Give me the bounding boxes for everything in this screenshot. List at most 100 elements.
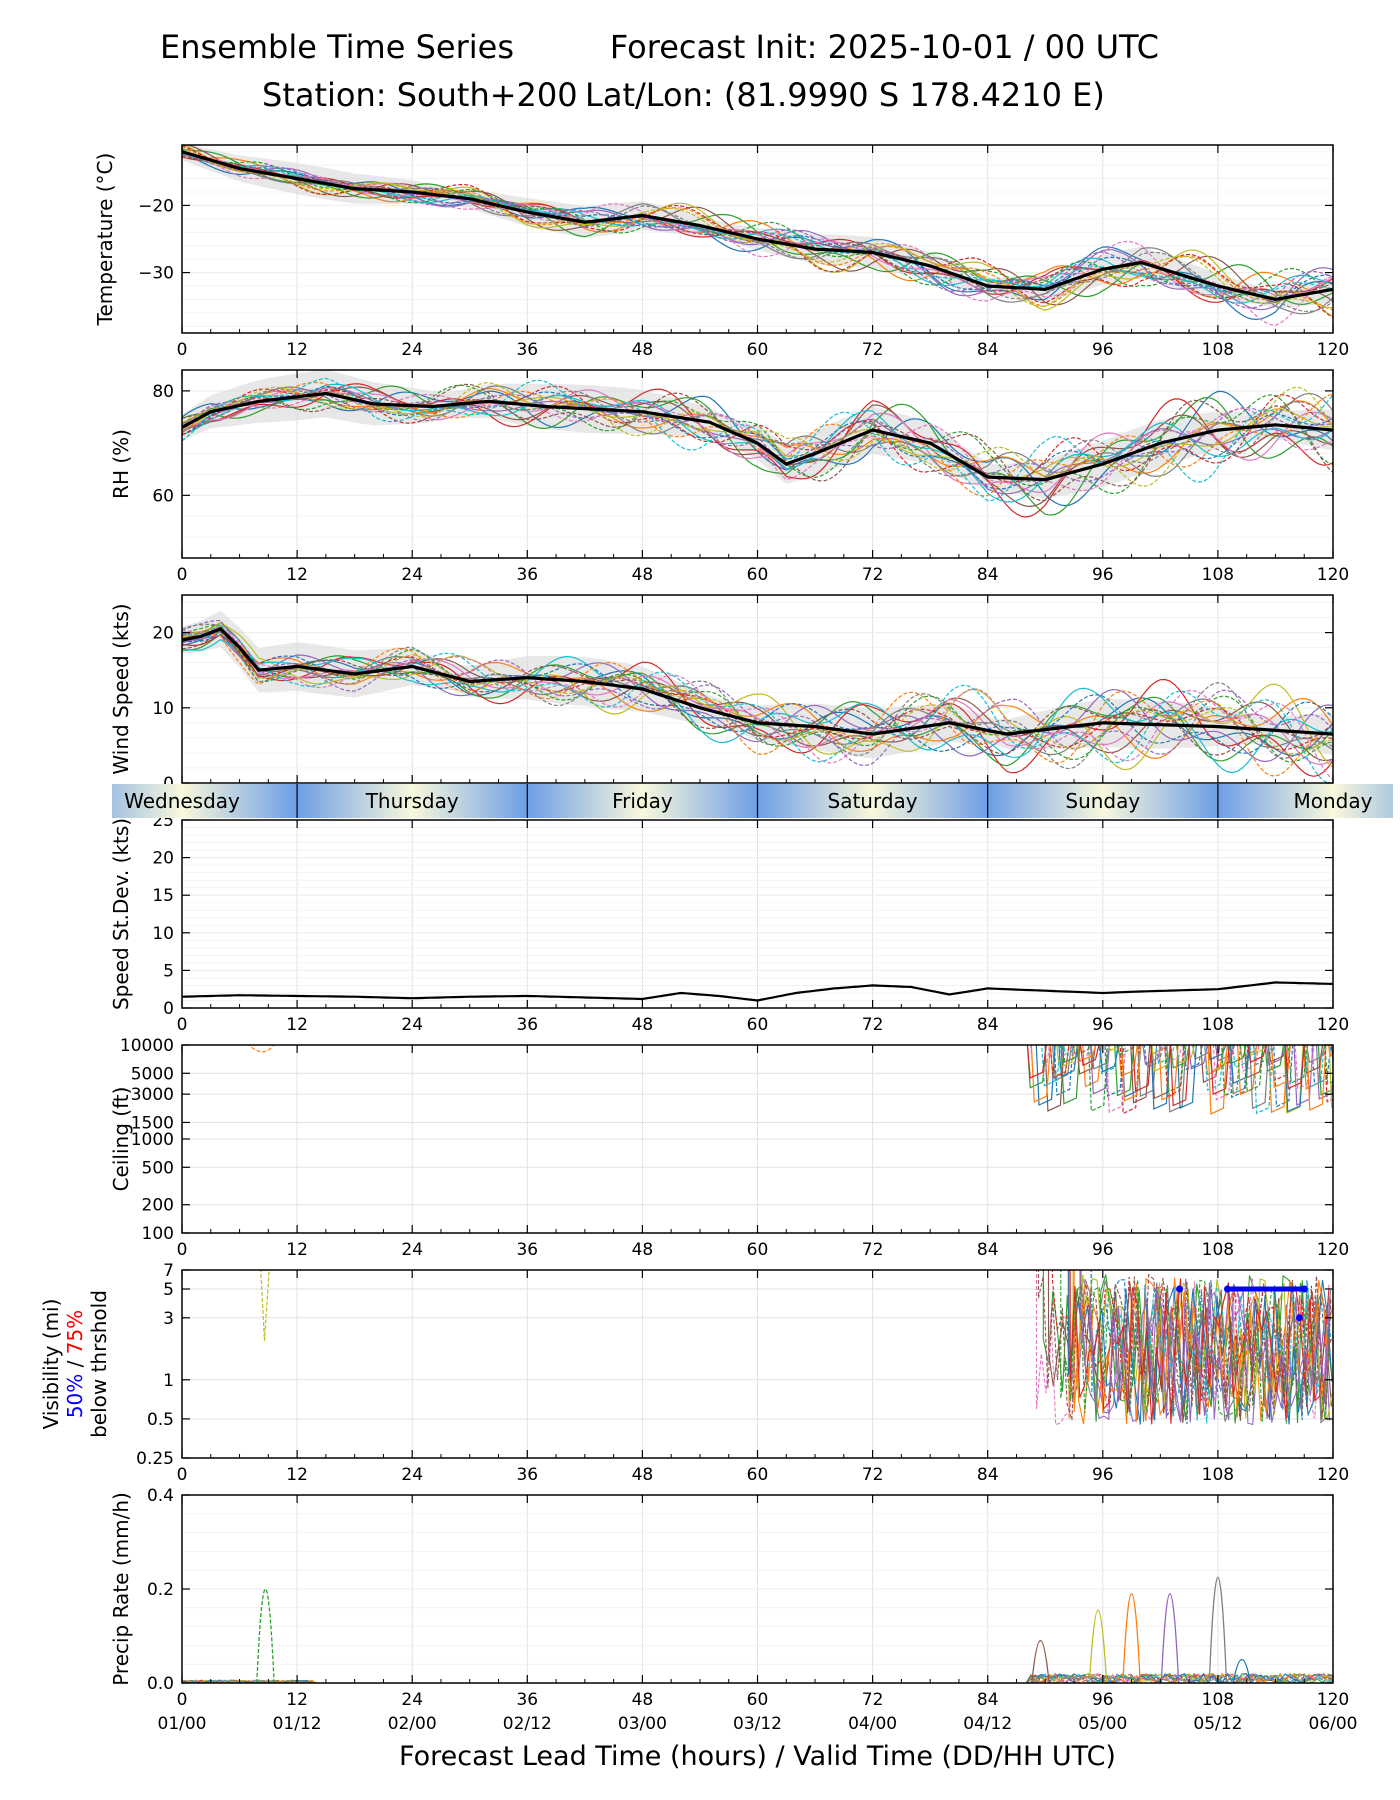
ceiling-x-tick-label: 0 <box>177 1240 188 1260</box>
ceiling-plot-area <box>248 1045 1333 1115</box>
temperature-x-tick-label: 72 <box>862 340 884 360</box>
precip-y-tick-label: 0.2 <box>147 1580 174 1600</box>
precip-peak <box>1031 1640 1050 1683</box>
wind_speed-member-line <box>182 626 1333 781</box>
speed_stdev-x-tick-label: 108 <box>1202 1015 1234 1035</box>
ceiling-x-tick-label: 60 <box>747 1240 769 1260</box>
precip-x-tick-label: 24 <box>401 1690 423 1710</box>
wind_speed-ylabel: Wind Speed (kts) <box>109 603 133 774</box>
ceiling-x-tick-label: 12 <box>286 1240 308 1260</box>
precip-member-line <box>182 1673 1333 1683</box>
station-label: Station: South+200 <box>262 76 578 114</box>
ceiling-x-tick-label: 36 <box>516 1240 538 1260</box>
day-label-sunday: Sunday <box>1065 789 1140 813</box>
temperature-x-tick-label: 12 <box>286 340 308 360</box>
visibility-x-tick-label: 84 <box>977 1465 999 1485</box>
speed_stdev-y-tick-label: 0 <box>163 999 174 1019</box>
visibility-member-line <box>1069 1270 1330 1425</box>
speed_stdev-x-tick-label: 36 <box>516 1015 538 1035</box>
rh-member-line <box>182 383 1333 501</box>
rh-member-line <box>182 381 1333 497</box>
valid-time-label: 02/12 <box>503 1714 552 1734</box>
vis-50-threshold-point <box>1223 1285 1231 1293</box>
visibility-y-tick-label: 1 <box>163 1371 174 1391</box>
temperature-member-line <box>182 145 1333 311</box>
valid-time-label: 01/12 <box>273 1714 322 1734</box>
visibility-threshold-legend: 50% / 75% <box>63 1310 87 1418</box>
temperature-x-tick-label: 60 <box>747 340 769 360</box>
rh-x-tick-label: 48 <box>632 565 654 585</box>
ceiling-panel: 0 12 24 36 48 60 72 84 96 108 120 100 200 500 10001500… <box>109 1036 1349 1260</box>
precip-x-tick-label: 108 <box>1202 1690 1234 1710</box>
x-axis-title: Forecast Lead Time (hours) / Valid Time … <box>399 1741 1116 1772</box>
ceiling-y-tick-label: 500 <box>142 1158 174 1178</box>
temperature-x-tick-label: 36 <box>516 340 538 360</box>
day-band-mask-right <box>1393 784 1400 818</box>
day-label-wednesday: Wednesday <box>124 789 240 813</box>
precip-member-line <box>182 1672 1333 1683</box>
temperature-member-line <box>182 152 1333 315</box>
ceiling-member-line <box>1060 1045 1333 1106</box>
visibility-x-tick-label: 108 <box>1202 1465 1234 1485</box>
ceiling-y-tick-label: 1000 <box>131 1130 174 1150</box>
temperature-x-tick-label: 108 <box>1202 340 1234 360</box>
rh-x-tick-label: 96 <box>1092 565 1114 585</box>
ceiling-y-tick-label: 3000 <box>131 1085 174 1105</box>
ceiling-x-tick-label: 120 <box>1317 1240 1349 1260</box>
precip-peak <box>1160 1593 1180 1683</box>
speed_stdev-x-tick-label: 84 <box>977 1015 999 1035</box>
speed_stdev-x-tick-label: 0 <box>177 1015 188 1035</box>
speed_stdev-y-tick-label: 20 <box>152 849 174 869</box>
temperature-panel: 0 12 24 36 48 60 72 84 96 108 120 −20 −30 Temperature… <box>93 144 1349 360</box>
speed_stdev-y-tick-label: 10 <box>152 924 174 944</box>
speed_stdev-x-tick-label: 72 <box>862 1015 884 1035</box>
precip-member-line <box>182 1672 1333 1683</box>
ceiling-member-line <box>1049 1045 1333 1115</box>
valid-time-label: 02/00 <box>388 1714 437 1734</box>
valid-time-label: 05/12 <box>1193 1714 1242 1734</box>
precip-y-tick-label: 0.0 <box>147 1674 174 1694</box>
ceiling-ylabel: Ceiling (ft) <box>109 1087 133 1192</box>
rh-member-line <box>182 386 1333 508</box>
temperature-ylabel: Temperature (°C) <box>93 153 117 327</box>
day-band-segment <box>757 784 988 818</box>
ceiling-member-line <box>1030 1045 1333 1114</box>
visibility-x-tick-label: 0 <box>177 1465 188 1485</box>
precip-x-tick-label: 96 <box>1092 1690 1114 1710</box>
precip-x-tick-label: 36 <box>516 1690 538 1710</box>
valid-time-label: 03/12 <box>733 1714 782 1734</box>
precip-x-tick-label: 72 <box>862 1690 884 1710</box>
day-band: Wednesday Thursday Friday Saturday Sunday Mon… <box>0 784 1400 818</box>
precip-x-tick-label: 60 <box>747 1690 769 1710</box>
visibility-x-tick-label: 12 <box>286 1465 308 1485</box>
rh-x-tick-label: 120 <box>1317 565 1349 585</box>
vis-75-label: 75% <box>63 1310 87 1354</box>
rh-x-tick-label: 72 <box>862 565 884 585</box>
temperature-x-tick-label: 48 <box>632 340 654 360</box>
rh-plot-area <box>182 370 1333 518</box>
precip-peak <box>1208 1576 1228 1683</box>
precip-member-line <box>182 1673 1333 1683</box>
vis-50-threshold-point <box>1295 1314 1303 1322</box>
speed_stdev-x-tick-label: 24 <box>401 1015 423 1035</box>
wind_speed-mean-line <box>182 626 1333 736</box>
day-label-thursday: Thursday <box>365 789 459 813</box>
precip-x-tick-label: 84 <box>977 1690 999 1710</box>
latlon-label: Lat/Lon: (81.9990 S 178.4210 E) <box>585 76 1105 114</box>
visibility-x-tick-label: 120 <box>1317 1465 1349 1485</box>
temperature-x-tick-label: 24 <box>401 340 423 360</box>
title-right: Forecast Init: 2025-10-01 / 00 UTC <box>609 28 1159 66</box>
ceiling-member-line <box>1051 1045 1326 1113</box>
visibility-x-tick-label: 24 <box>401 1465 423 1485</box>
valid-time-label: 06/00 <box>1309 1714 1358 1734</box>
rh-ylabel: RH (%) <box>109 429 133 499</box>
wind_speed-y-tick-label: 10 <box>152 699 174 719</box>
visibility-panel: 0 12 24 36 48 60 72 84 96 108 120 0.25 0.5 1 3 57 Visibi… <box>39 1261 1349 1485</box>
temperature-x-tick-label: 96 <box>1092 340 1114 360</box>
visibility-member-line <box>1067 1270 1333 1425</box>
visibility-y-tick-label: 0.5 <box>147 1410 174 1430</box>
speed_stdev-x-tick-label: 60 <box>747 1015 769 1035</box>
vis-50-threshold-point <box>1300 1285 1308 1293</box>
temperature-member-line <box>182 151 1333 327</box>
wind_speed-member-line <box>182 624 1333 783</box>
